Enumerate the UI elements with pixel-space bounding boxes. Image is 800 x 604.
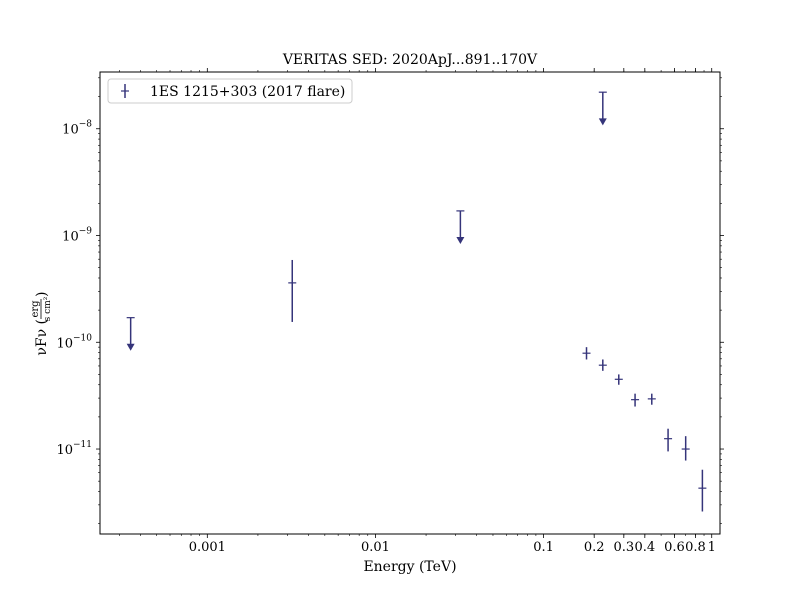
x-tick-label: 0.1 (533, 540, 554, 555)
plot-frame (99, 71, 721, 535)
data-point (598, 359, 607, 371)
y-tick-label: 10−8 (62, 120, 92, 138)
legend-label: 1ES 1215+303 (2017 flare) (150, 84, 345, 100)
y-tick-label: 10−9 (62, 227, 92, 245)
plot-area (126, 91, 707, 512)
upper-limit-point (598, 91, 607, 126)
x-tick-label: 0.4 (634, 540, 655, 555)
legend-marker (121, 84, 129, 98)
upper-limit-arrow (126, 343, 135, 351)
data-point (614, 374, 623, 385)
x-tick-label: 0.01 (361, 540, 390, 555)
legend: 1ES 1215+303 (2017 flare) (107, 78, 353, 104)
data-point (288, 259, 297, 322)
legend-box (107, 78, 353, 104)
upper-limit-arrow (456, 237, 465, 245)
data-point (631, 393, 640, 407)
data-point (681, 436, 690, 461)
x-tick-label: 1 (708, 540, 716, 555)
y-axis-label-denominator: s cm² (43, 296, 53, 321)
y-axis-label-suffix: ) (34, 292, 50, 297)
y-tick-label: 10−10 (56, 333, 92, 351)
x-tick-label: 0.8 (685, 540, 706, 555)
y-axis-label-prefix: νFν ( (34, 319, 50, 356)
x-axis-label: Energy (TeV) (363, 559, 456, 575)
y-axis-label-numerator: erg (30, 300, 41, 318)
data-point (698, 469, 707, 512)
upper-limit-point (456, 210, 465, 245)
y-tick-label: 10−11 (56, 440, 92, 458)
y-axis-label: νFν ( erg s cm² ) (30, 292, 53, 356)
chart-title: VERITAS SED: 2020ApJ...891..170V (282, 52, 538, 68)
upper-limit-point (126, 317, 135, 351)
data-point (647, 393, 656, 405)
x-tick-label: 0.3 (613, 540, 634, 555)
x-tick-label: 0.001 (189, 540, 226, 555)
x-tick-label: 0.6 (664, 540, 685, 555)
data-point (582, 347, 591, 360)
data-point (664, 428, 673, 452)
upper-limit-arrow (598, 118, 607, 126)
x-tick-label: 0.2 (584, 540, 605, 555)
